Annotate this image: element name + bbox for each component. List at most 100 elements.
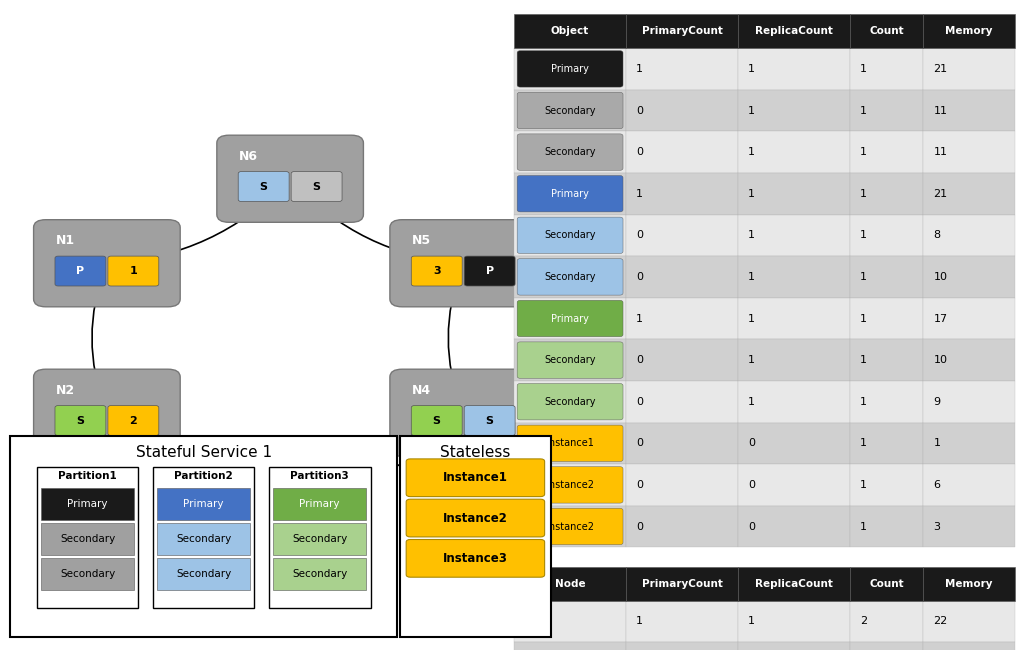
FancyBboxPatch shape [517,508,623,545]
Text: 1: 1 [636,64,643,74]
Text: Partition3: Partition3 [290,471,349,480]
FancyBboxPatch shape [55,406,106,436]
FancyBboxPatch shape [738,642,850,650]
Text: 0: 0 [636,272,643,282]
Text: 1: 1 [934,438,941,448]
FancyBboxPatch shape [923,381,1015,422]
FancyBboxPatch shape [514,506,626,547]
FancyBboxPatch shape [514,131,626,173]
FancyBboxPatch shape [514,464,626,506]
FancyBboxPatch shape [923,601,1015,642]
FancyBboxPatch shape [41,488,134,520]
FancyBboxPatch shape [923,173,1015,214]
FancyBboxPatch shape [34,220,180,307]
FancyBboxPatch shape [626,90,738,131]
Text: Partition1: Partition1 [58,471,117,480]
Text: S: S [260,181,268,192]
Text: 1: 1 [860,188,867,199]
FancyBboxPatch shape [626,381,738,422]
Text: 11: 11 [934,147,948,157]
FancyBboxPatch shape [34,369,180,456]
Text: 1: 1 [860,272,867,282]
Text: 1: 1 [748,313,755,324]
Text: ReplicaCount: ReplicaCount [755,26,833,36]
Text: 1: 1 [860,521,867,532]
Text: Secondary: Secondary [545,272,596,282]
FancyBboxPatch shape [626,464,738,506]
Text: Stateless
Service 1: Stateless Service 1 [440,445,511,478]
Text: Secondary: Secondary [292,569,347,579]
Text: 1: 1 [860,480,867,490]
Text: 1: 1 [636,313,643,324]
FancyBboxPatch shape [738,422,850,464]
FancyBboxPatch shape [514,48,626,90]
Text: 0: 0 [636,147,643,157]
FancyBboxPatch shape [517,300,623,337]
FancyBboxPatch shape [514,173,626,214]
Text: 17: 17 [934,313,948,324]
Text: 0: 0 [636,480,643,490]
FancyBboxPatch shape [517,342,623,378]
FancyBboxPatch shape [273,488,366,520]
FancyBboxPatch shape [41,558,134,590]
FancyBboxPatch shape [157,558,250,590]
FancyBboxPatch shape [923,214,1015,256]
Text: PrimaryCount: PrimaryCount [641,26,723,36]
Text: 0: 0 [636,396,643,407]
FancyBboxPatch shape [738,90,850,131]
Text: Primary: Primary [551,313,589,324]
Text: 0: 0 [636,230,643,240]
Text: Instance2: Instance2 [443,512,508,525]
FancyBboxPatch shape [390,369,536,456]
FancyBboxPatch shape [153,467,254,608]
FancyBboxPatch shape [406,459,545,497]
FancyBboxPatch shape [517,259,623,295]
Text: S: S [76,415,84,426]
FancyBboxPatch shape [514,567,626,601]
FancyBboxPatch shape [850,567,923,601]
Text: Primary: Primary [551,188,589,199]
Text: Node: Node [555,578,585,589]
Text: 1: 1 [748,355,755,365]
FancyBboxPatch shape [157,488,250,520]
FancyBboxPatch shape [850,90,923,131]
FancyBboxPatch shape [217,135,363,222]
FancyBboxPatch shape [923,90,1015,131]
Text: 1: 1 [636,188,643,199]
FancyBboxPatch shape [850,173,923,214]
Text: 10: 10 [934,272,948,282]
Text: 8: 8 [934,230,941,240]
Text: Secondary: Secondary [60,569,115,579]
FancyBboxPatch shape [514,601,626,642]
Text: Secondary: Secondary [545,147,596,157]
FancyBboxPatch shape [923,567,1015,601]
FancyBboxPatch shape [738,506,850,547]
FancyBboxPatch shape [514,14,626,48]
Text: P: P [486,266,494,276]
FancyBboxPatch shape [850,214,923,256]
Text: 0: 0 [636,521,643,532]
FancyBboxPatch shape [108,406,159,436]
Text: Secondary: Secondary [545,355,596,365]
Text: S: S [313,500,321,510]
Text: Instance3: Instance3 [443,552,508,565]
Text: 1: 1 [860,105,867,116]
FancyBboxPatch shape [626,48,738,90]
Text: 6: 6 [934,480,941,490]
Text: N1: N1 [56,234,75,247]
Text: Instance1: Instance1 [546,438,595,448]
FancyBboxPatch shape [157,523,250,555]
Text: 1: 1 [860,64,867,74]
Text: Stateful Service 1: Stateful Service 1 [135,445,272,460]
FancyBboxPatch shape [626,214,738,256]
Text: S: S [313,181,321,192]
Text: Instance2: Instance2 [546,480,595,490]
FancyBboxPatch shape [923,14,1015,48]
FancyBboxPatch shape [738,339,850,381]
FancyBboxPatch shape [517,467,623,503]
Text: 9: 9 [934,396,941,407]
FancyBboxPatch shape [55,256,106,286]
FancyBboxPatch shape [411,406,462,436]
Text: 11: 11 [934,105,948,116]
Text: 2: 2 [129,415,137,426]
